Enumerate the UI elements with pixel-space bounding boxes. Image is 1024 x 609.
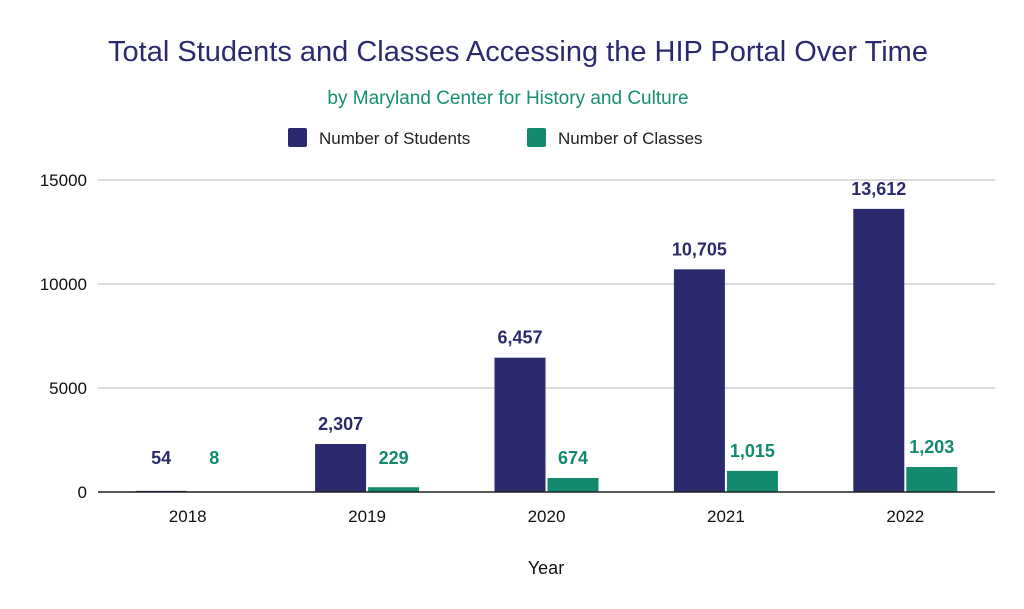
x-axis-title: Year xyxy=(528,558,564,578)
bar-classes xyxy=(726,470,778,492)
y-tick-label: 5000 xyxy=(49,379,87,398)
bar-classes xyxy=(368,487,420,492)
bar-students xyxy=(673,269,725,492)
bar-classes xyxy=(547,477,599,492)
x-tick-label: 2018 xyxy=(169,507,207,526)
bar-students xyxy=(315,444,367,492)
x-tick-label: 2020 xyxy=(528,507,566,526)
data-label-students: 13,612 xyxy=(851,179,906,199)
data-labels: 54 8 2,307 229 6,457 674 10,705 1,015 13,612 1,20… xyxy=(151,179,954,468)
y-tick-label: 0 xyxy=(78,483,87,502)
data-label-students: 2,307 xyxy=(318,414,363,434)
gridlines xyxy=(98,179,995,389)
data-label-classes: 229 xyxy=(379,448,409,468)
bar-classes xyxy=(906,466,958,492)
bar-students xyxy=(853,208,905,492)
x-tick-label: 2021 xyxy=(707,507,745,526)
legend-label-students: Number of Students xyxy=(319,129,470,148)
chart-subtitle: by Maryland Center for History and Cultu… xyxy=(327,88,688,109)
data-label-students: 6,457 xyxy=(497,328,542,348)
data-label-students: 10,705 xyxy=(672,239,727,259)
x-axis-ticks: 2018 2019 2020 2021 2022 xyxy=(169,507,924,526)
legend: Number of Students Number of Classes xyxy=(288,128,703,148)
bar-students xyxy=(494,357,546,492)
data-label-classes: 1,203 xyxy=(909,437,954,457)
legend-label-classes: Number of Classes xyxy=(558,129,703,148)
data-label-classes: 674 xyxy=(558,448,588,468)
data-label-students: 54 xyxy=(151,448,171,468)
y-tick-label: 15000 xyxy=(40,171,87,190)
x-tick-label: 2022 xyxy=(886,507,924,526)
x-tick-label: 2019 xyxy=(348,507,386,526)
legend-swatch-classes xyxy=(527,128,546,147)
y-tick-label: 10000 xyxy=(40,275,87,294)
bars xyxy=(135,208,958,492)
y-axis-ticks: 0 5000 10000 15000 xyxy=(40,171,87,502)
legend-swatch-students xyxy=(288,128,307,147)
data-label-classes: 1,015 xyxy=(730,441,775,461)
chart-title: Total Students and Classes Accessing the… xyxy=(108,36,928,68)
data-label-classes: 8 xyxy=(209,448,219,468)
